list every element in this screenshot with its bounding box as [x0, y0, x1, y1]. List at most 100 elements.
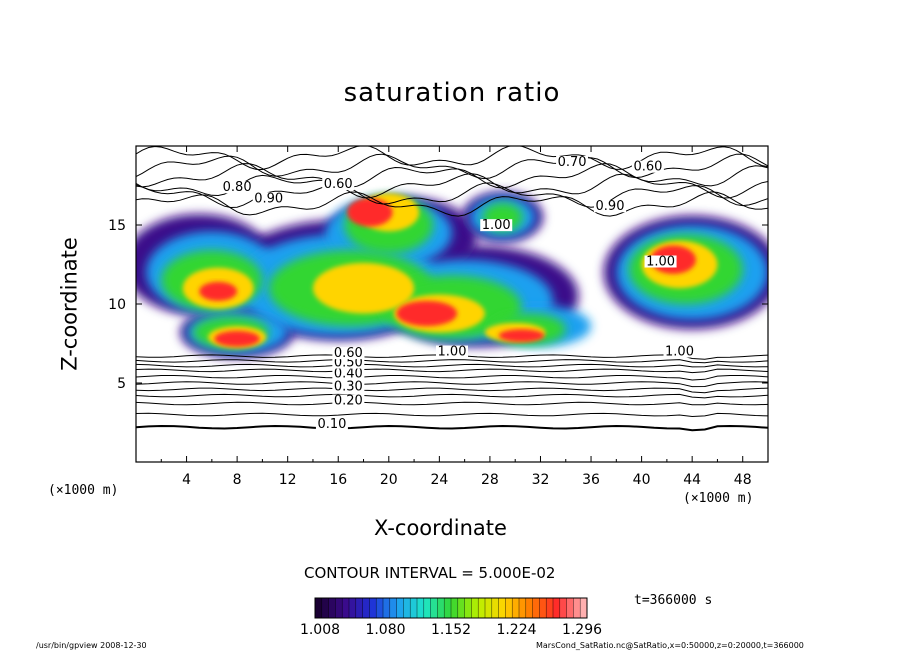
field-blob [396, 300, 458, 327]
contour-label-bg [322, 178, 355, 191]
contour-interval-label: CONTOUR INTERVAL = 5.000E-02 [304, 564, 556, 582]
contour-label: 0.20 [334, 394, 363, 409]
colorbar-tick-label: 1.224 [496, 622, 536, 638]
colorbar-segment [485, 598, 493, 618]
colorbar-segment [498, 598, 506, 618]
contour-label-bg [631, 160, 664, 173]
contour-label: 1.00 [438, 345, 467, 360]
contour-label-bg [252, 192, 285, 205]
field-blob [199, 281, 238, 301]
contour-label: 0.60 [334, 346, 363, 361]
contour-labels: 0.100.200.300.400.500.60 1.001.001.001.00… [221, 155, 696, 432]
contour-label: 1.00 [482, 218, 511, 233]
contour-label: 0.80 [223, 180, 252, 195]
x-tick-label: 40 [633, 472, 651, 488]
x-axis-label: X-coordinate [374, 516, 507, 540]
colorbar-segment [389, 598, 398, 618]
colorbar-segment [376, 598, 384, 618]
contour-label-bg [480, 219, 513, 232]
contour-line [136, 359, 768, 364]
colorbar-segment [383, 598, 391, 618]
colorbar-segment [423, 598, 432, 618]
contour-label-bg [332, 347, 365, 360]
colorbar-segment [512, 598, 520, 618]
contour-line [136, 368, 768, 374]
contour-label-bg [332, 394, 365, 407]
colorbar-segment [335, 598, 343, 618]
contour-label-bg [332, 367, 365, 380]
colorbar-segment [546, 598, 554, 618]
contour-line [136, 182, 768, 209]
contour-line [136, 424, 768, 432]
x-tick-label: 48 [734, 472, 752, 488]
colorbar-segment [519, 598, 527, 618]
contour-label-bg [436, 345, 468, 358]
colorbar-segment [491, 598, 500, 618]
colorbar-frame [314, 597, 588, 619]
contour-line [136, 191, 768, 217]
colorbar-segment [559, 598, 568, 618]
contour-line [136, 163, 768, 189]
contour-line [136, 393, 768, 399]
contour-label: 0.30 [334, 379, 363, 394]
colorbar-segment [342, 598, 350, 618]
x-unit-label-right: (×1000 m) [683, 491, 754, 506]
contour-label-bg [556, 155, 589, 168]
x-tick-label: 28 [481, 472, 499, 488]
colorbar-segment [315, 598, 323, 618]
contour-label: 0.90 [254, 191, 283, 206]
x-tick-label: 4 [182, 472, 191, 488]
colorbar-segment [525, 598, 534, 618]
colorbar-tick-label: 1.008 [300, 622, 340, 638]
x-unit-label-left: (×1000 m) [48, 483, 119, 498]
contour-line [136, 412, 768, 418]
colorbar-segment [573, 598, 581, 618]
contour-label: 0.10 [317, 417, 346, 432]
colorbar-segment [505, 598, 513, 618]
colorbar-segment [396, 598, 404, 618]
contour-line [136, 401, 768, 406]
colorbar-segment [566, 598, 574, 618]
contour-label: 0.40 [334, 367, 363, 382]
colorbar-segment [532, 598, 540, 618]
colorbar-segment [362, 598, 370, 618]
footer-right: MarsCond_SatRatio.nc@SatRatio,x=0:50000,… [536, 641, 804, 650]
colorbar: 1.008 1.080 1.152 1.224 1.296 [300, 597, 602, 638]
footer-left: /usr/bin/gpview 2008-12-30 [36, 641, 147, 650]
contour-line [136, 375, 768, 381]
x-tick-label: 36 [582, 472, 600, 488]
time-label: t=366000 s [634, 593, 713, 608]
contour-label: 0.50 [334, 356, 363, 371]
contour-line [136, 153, 768, 180]
contour-label: 0.70 [558, 155, 587, 170]
contour-line [136, 146, 768, 171]
colorbar-segment [457, 598, 466, 618]
x-tick-label: 32 [532, 472, 550, 488]
colorbar-segment [355, 598, 364, 618]
x-tick-label: 8 [233, 472, 242, 488]
x-tick-label: 16 [329, 472, 347, 488]
contour-label: 0.90 [596, 199, 625, 214]
colorbar-segment [328, 598, 336, 618]
contour-label-bg [644, 255, 677, 268]
field-blob [347, 198, 393, 227]
contour-line [136, 387, 768, 394]
colorbar-segment [464, 598, 472, 618]
colorbar-segment [403, 598, 411, 618]
colorbar-segment [369, 598, 377, 618]
colorbar-tick-label: 1.080 [365, 622, 405, 638]
colorbar-segment [444, 598, 452, 618]
colorbar-segment [437, 598, 445, 618]
x-tick-label: 12 [279, 472, 297, 488]
contour-label: 0.60 [633, 160, 662, 175]
colorbar-segment [580, 598, 588, 618]
contour-label: 1.00 [665, 345, 694, 360]
contour-label-bg [332, 356, 365, 369]
y-tick-label: 10 [108, 297, 126, 313]
colorbar-segment [539, 598, 547, 618]
colorbar-segment [321, 598, 330, 618]
y-tick-label: 5 [117, 376, 126, 392]
x-axis-ticks: 4 8 12 16 20 24 28 32 36 40 44 48 [160, 146, 752, 488]
saturation-field [136, 191, 768, 358]
